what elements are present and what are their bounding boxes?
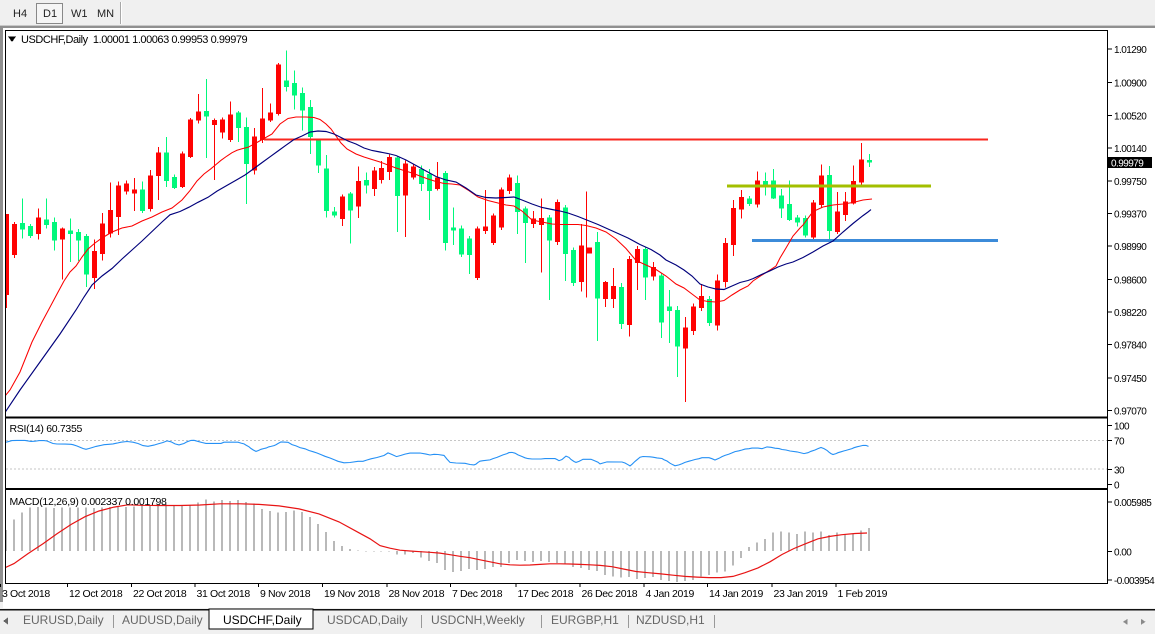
svg-text:-0.003954: -0.003954: [1114, 576, 1155, 587]
svg-text:0.97840: 0.97840: [1114, 341, 1147, 352]
svg-text:1.01290: 1.01290: [1114, 45, 1147, 56]
svg-text:0.99370: 0.99370: [1114, 210, 1147, 221]
svg-text:0.98600: 0.98600: [1114, 276, 1147, 287]
svg-text:1.00140: 1.00140: [1114, 144, 1147, 155]
svg-text:AUDUSD,Daily: AUDUSD,Daily: [122, 613, 203, 627]
svg-text:1 Feb 2019: 1 Feb 2019: [838, 588, 888, 600]
svg-text:19 Nov 2018: 19 Nov 2018: [324, 588, 380, 600]
svg-text:1.00900: 1.00900: [1114, 78, 1147, 89]
svg-text:28 Nov 2018: 28 Nov 2018: [389, 588, 445, 600]
svg-text:0: 0: [1114, 481, 1120, 492]
svg-text:4 Jan 2019: 4 Jan 2019: [646, 588, 695, 600]
svg-text:12 Oct 2018: 12 Oct 2018: [69, 588, 123, 600]
svg-text:26 Dec 2018: 26 Dec 2018: [582, 588, 638, 600]
svg-text:70: 70: [1114, 437, 1125, 448]
svg-text:0.00: 0.00: [1114, 547, 1132, 558]
svg-text:22 Oct 2018: 22 Oct 2018: [133, 588, 187, 600]
svg-text:MACD(12,26,9) 0.002337 0.00179: MACD(12,26,9) 0.002337 0.001798: [10, 496, 168, 508]
svg-text:1.00520: 1.00520: [1114, 111, 1147, 122]
svg-text:EURGBP,H1: EURGBP,H1: [551, 613, 619, 627]
svg-text:RSI(14) 60.7355: RSI(14) 60.7355: [10, 423, 83, 435]
svg-text:9 Nov 2018: 9 Nov 2018: [260, 588, 311, 600]
svg-text:USDCAD,Daily: USDCAD,Daily: [327, 613, 408, 627]
svg-text:MN: MN: [97, 8, 114, 20]
svg-text:0.99750: 0.99750: [1114, 177, 1147, 188]
svg-text:W1: W1: [71, 8, 88, 20]
svg-text:30: 30: [1114, 466, 1125, 477]
svg-text:D1: D1: [43, 8, 57, 20]
svg-text:3 Oct 2018: 3 Oct 2018: [2, 588, 50, 600]
svg-text:0.98990: 0.98990: [1114, 242, 1147, 253]
svg-text:23 Jan 2019: 23 Jan 2019: [774, 588, 828, 600]
svg-text:USDCHF,Daily: USDCHF,Daily: [223, 613, 302, 627]
svg-text:7 Dec 2018: 7 Dec 2018: [452, 588, 503, 600]
svg-text:0.99979: 0.99979: [1111, 158, 1144, 169]
svg-text:USDCHF,Daily 1.00001 1.00063: USDCHF,Daily 1.00001 1.00063 0.99953 0.9…: [21, 34, 248, 46]
svg-text:31 Oct 2018: 31 Oct 2018: [197, 588, 251, 600]
svg-text:17 Dec 2018: 17 Dec 2018: [518, 588, 574, 600]
svg-text:0.97450: 0.97450: [1114, 374, 1147, 385]
svg-text:0.97070: 0.97070: [1114, 407, 1147, 418]
svg-text:0.98220: 0.98220: [1114, 308, 1147, 319]
svg-text:NZDUSD,H1: NZDUSD,H1: [636, 613, 705, 627]
svg-text:14 Jan 2019: 14 Jan 2019: [709, 588, 763, 600]
svg-text:USDCNH,Weekly: USDCNH,Weekly: [431, 613, 525, 627]
svg-text:0.005985: 0.005985: [1114, 498, 1152, 509]
svg-text:100: 100: [1114, 422, 1130, 433]
svg-text:H4: H4: [13, 8, 27, 20]
svg-text:EURUSD,Daily: EURUSD,Daily: [23, 613, 104, 627]
